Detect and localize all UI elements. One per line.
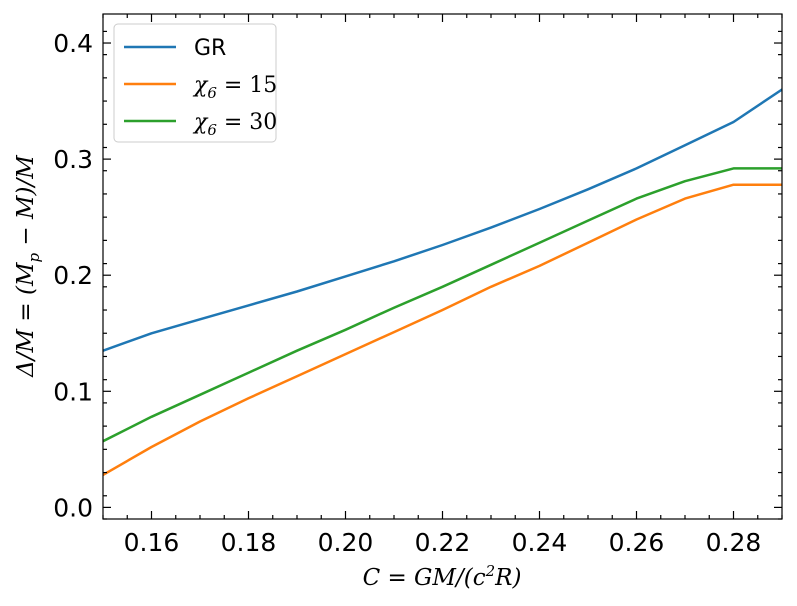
y-tick-label: 0.2 bbox=[53, 261, 93, 290]
ticks-layer: 0.16 0.18 0.20 0.22 0.24 0.26 0.28 0.0 0.1 0.2 0.3… bbox=[53, 14, 783, 557]
legend-label-2: χ6 = 30 bbox=[192, 110, 277, 139]
legend-label-1: χ6 = 15 bbox=[192, 73, 277, 102]
x-tick-label: 0.20 bbox=[318, 528, 374, 557]
x-tick-label: 0.16 bbox=[124, 528, 180, 557]
legend: GR χ6 = 15 χ6 = 30 bbox=[113, 23, 277, 143]
x-tick-label: 0.18 bbox=[221, 528, 277, 557]
x-tick-label: 0.24 bbox=[512, 528, 568, 557]
y-axis-label: Δ/M = (Mp − M)/M bbox=[13, 154, 43, 378]
x-tick-label: 0.26 bbox=[609, 528, 665, 557]
y-tick-label: 0.3 bbox=[53, 145, 93, 174]
legend-box bbox=[113, 23, 277, 143]
series-layer bbox=[103, 88, 782, 477]
series-line-0 bbox=[103, 88, 782, 352]
x-tick-label: 0.22 bbox=[415, 528, 471, 557]
x-tick-label: 0.28 bbox=[706, 528, 762, 557]
legend-label-0: GR bbox=[194, 36, 226, 61]
y-tick-label: 0.4 bbox=[53, 29, 93, 58]
series-line-2 bbox=[103, 167, 782, 443]
x-axis-label: C = GM/(c2R) bbox=[363, 562, 522, 591]
series-line-1 bbox=[103, 183, 782, 477]
y-tick-label: 0.1 bbox=[53, 377, 93, 406]
y-tick-label: 0.0 bbox=[53, 493, 93, 522]
plot-frame bbox=[102, 13, 783, 520]
